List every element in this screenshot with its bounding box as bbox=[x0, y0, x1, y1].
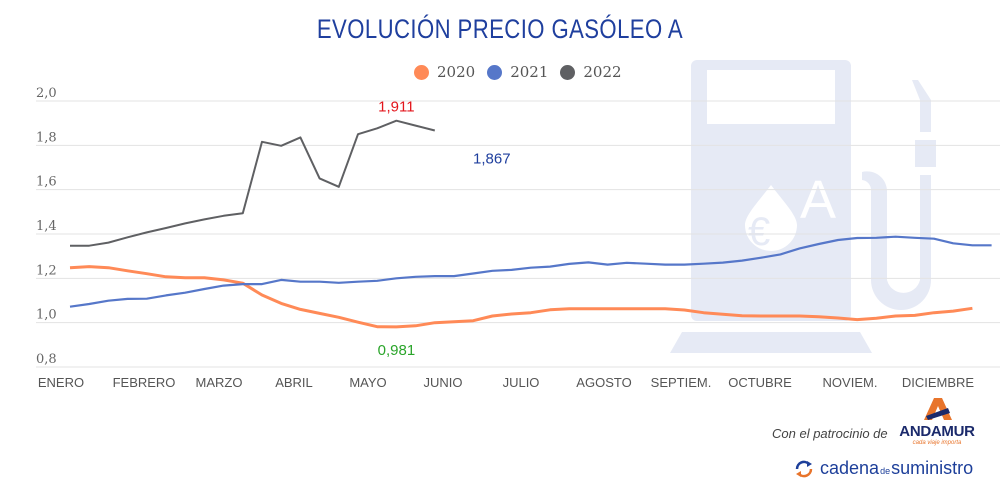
x-tick-label: JUNIO bbox=[424, 375, 463, 390]
gridlines bbox=[36, 100, 1000, 368]
y-tick-label: 1,0 bbox=[36, 308, 57, 323]
x-axis: ENERO FEBRERO MARZO ABRIL MAYO JUNIO JULIO AGOS… bbox=[38, 375, 975, 390]
publisher-name: cadena bbox=[820, 458, 880, 478]
publisher-de: de bbox=[880, 466, 891, 476]
legend-dot-icon bbox=[414, 64, 429, 80]
svg-text:A: A bbox=[800, 170, 836, 230]
andamur-logo: ANDAMUR cada viaje importa bbox=[896, 398, 978, 446]
y-axis: 0,8 1,0 1,2 1,4 1,6 1,8 2,0 bbox=[36, 86, 57, 367]
sponsor-text: Con el patrocinio de bbox=[772, 426, 888, 441]
legend-dot-icon bbox=[487, 64, 503, 80]
legend-label: 2022 bbox=[583, 63, 622, 81]
y-tick-label: 1,2 bbox=[36, 263, 57, 278]
legend-item-2020[interactable]: 2020 bbox=[414, 63, 475, 81]
y-tick-label: 0,8 bbox=[36, 352, 57, 367]
data-label: 0,981 bbox=[378, 342, 416, 359]
cycle-arrows-icon bbox=[795, 460, 813, 477]
andamur-tagline: cada viaje importa bbox=[912, 440, 962, 446]
x-tick-label: ABRIL bbox=[275, 375, 313, 390]
series-line-2020 bbox=[69, 265, 973, 329]
andamur-a-icon bbox=[924, 398, 952, 420]
legend-label: 2021 bbox=[510, 63, 549, 81]
x-tick-label: SEPTIEM. bbox=[651, 375, 712, 390]
publisher-suffix: suministro bbox=[891, 458, 974, 478]
legend: 2020 2021 2022 bbox=[414, 63, 634, 81]
x-tick-label: DICIEMBRE bbox=[902, 375, 975, 390]
x-tick-label: NOVIEM. bbox=[823, 375, 878, 390]
series-line-2022 bbox=[70, 119, 436, 247]
annotations: 1,911 1,867 0,981 bbox=[378, 99, 511, 359]
data-label: 1,911 bbox=[378, 99, 414, 116]
legend-item-2021[interactable]: 2021 bbox=[487, 63, 548, 81]
x-tick-label: MAYO bbox=[349, 375, 386, 390]
x-tick-label: ENERO bbox=[38, 375, 84, 390]
legend-label: 2020 bbox=[437, 63, 476, 81]
cadena-de-suministro-logo: cadena de suministro bbox=[794, 458, 973, 479]
chart-title: EVOLUCIÓN PRECIO GASÓLEO A bbox=[316, 14, 684, 44]
y-tick-label: 1,6 bbox=[36, 175, 57, 190]
svg-text:€: € bbox=[748, 210, 770, 254]
x-tick-label: FEBRERO bbox=[113, 375, 176, 390]
x-tick-label: OCTUBRE bbox=[728, 375, 792, 390]
fuel-pump-watermark-icon: A € bbox=[670, 60, 936, 353]
x-tick-label: JULIO bbox=[503, 375, 540, 390]
y-tick-label: 1,8 bbox=[36, 130, 57, 145]
legend-dot-icon bbox=[560, 64, 576, 80]
series-line-2021 bbox=[69, 235, 992, 308]
y-tick-label: 1,4 bbox=[36, 219, 57, 234]
legend-item-2022[interactable]: 2022 bbox=[560, 63, 622, 81]
x-tick-label: MARZO bbox=[196, 375, 243, 390]
andamur-name: ANDAMUR bbox=[899, 423, 975, 440]
data-label: 1,867 bbox=[473, 150, 511, 167]
series-lines bbox=[69, 119, 992, 329]
x-tick-label: AGOSTO bbox=[576, 375, 631, 390]
y-tick-label: 2,0 bbox=[36, 86, 57, 101]
